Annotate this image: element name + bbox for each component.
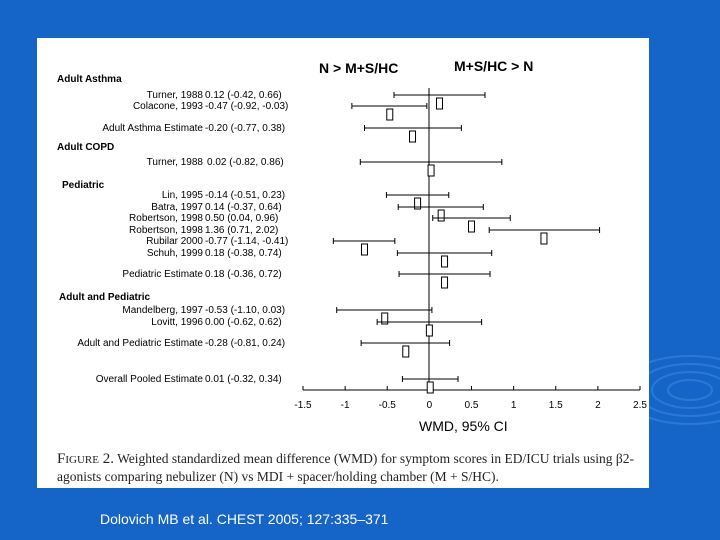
x-tick-label: 2.5 [633, 400, 647, 411]
point-estimate [427, 164, 435, 177]
study-label: Lin, 1995 [162, 190, 204, 201]
citation: Dolovich MB et al. CHEST 2005; 127:335–3… [100, 511, 389, 527]
ci-label: 0.00 (-0.62, 0.62) [205, 317, 282, 328]
study-label: Pediatric Estimate [122, 269, 203, 280]
point-estimate [414, 197, 422, 210]
ci-label: -0.28 (-0.81, 0.24) [205, 338, 285, 349]
x-tick-label: 2 [595, 400, 601, 411]
point-estimate [361, 243, 369, 256]
group-label-adult-copd: Adult COPD [57, 142, 114, 153]
x-tick-label: -1 [341, 400, 350, 411]
point-estimate [386, 108, 394, 121]
point-estimate [435, 97, 443, 110]
study-label: Robertson, 1998 [129, 213, 203, 224]
figure-label: Figure 2. [57, 451, 114, 467]
point-estimate [540, 232, 548, 245]
ci-label: 0.18 (-0.38, 0.74) [205, 248, 282, 259]
study-label: Batra, 1997 [151, 202, 203, 213]
x-axis-label: WMD, 95% CI [419, 418, 508, 434]
point-estimate [441, 276, 449, 289]
group-label-pediatric: Pediatric [62, 180, 105, 191]
figure-caption: Figure 2. Weighted standardized mean dif… [57, 450, 647, 486]
study-label: Schuh, 1999 [147, 248, 204, 259]
study-label: Lovitt, 1996 [151, 317, 203, 328]
x-tick-label: 0 [427, 400, 433, 411]
point-estimate [468, 220, 475, 233]
ci-label: 0.50 (0.04, 0.96) [205, 213, 278, 224]
study-label: Turner, 1988 [147, 157, 204, 168]
ci-label: -0.47 (-0.92, -0.03) [205, 101, 288, 112]
ci-label: 0.01 (-0.32, 0.34) [205, 374, 282, 385]
header-left: N > M+S/HC [319, 60, 398, 76]
point-estimate [409, 130, 417, 143]
forest-plot: N > M+S/HC M+S/HC > N Adult Asthma Adult… [57, 58, 647, 434]
point-estimate [425, 324, 433, 337]
point-estimate [437, 209, 445, 222]
point-estimate [426, 381, 434, 394]
group-label-adult-and-pediatric: Adult and Pediatric [59, 292, 151, 303]
ci-label: -0.20 (-0.77, 0.38) [205, 123, 285, 134]
x-tick-label: 0.5 [465, 400, 479, 411]
x-tick-label: 1.5 [549, 400, 563, 411]
ci-label: 0.12 (-0.42, 0.66) [205, 90, 282, 101]
study-label: Rubilar 2000 [146, 236, 203, 247]
study-label: Turner, 1988 [147, 90, 204, 101]
point-estimate [402, 345, 410, 358]
figure-panel: N > M+S/HC M+S/HC > N Adult Asthma Adult… [37, 38, 649, 488]
study-label: Robertson, 1998 [129, 225, 203, 236]
x-tick-label: 1 [511, 400, 517, 411]
ci-label: 0.02 (-0.82, 0.86) [207, 157, 284, 168]
header-right: M+S/HC > N [454, 58, 533, 74]
ci-label: -0.77 (-1.14, -0.41) [205, 236, 288, 247]
x-tick-label: -1.5 [294, 400, 312, 411]
ci-label: -0.53 (-1.10, 0.03) [205, 305, 285, 316]
ci-label: -0.14 (-0.51, 0.23) [205, 190, 285, 201]
study-label: Mandelberg, 1997 [122, 305, 203, 316]
study-label: Colacone, 1993 [133, 101, 203, 112]
caption-text: Weighted standardized mean difference (W… [57, 451, 634, 484]
study-label: Adult and Pediatric Estimate [77, 338, 203, 349]
study-label: Adult Asthma Estimate [102, 123, 203, 134]
x-tick-label: -0.5 [379, 400, 397, 411]
group-label-adult-asthma: Adult Asthma [57, 74, 122, 85]
point-estimate [441, 255, 449, 268]
ci-label: 1.36 (0.71, 2.02) [205, 225, 278, 236]
point-estimate [381, 312, 389, 325]
study-label: Overall Pooled Estimate [96, 374, 204, 385]
ci-label: 0.14 (-0.37, 0.64) [205, 202, 282, 213]
ci-label: 0.18 (-0.36, 0.72) [205, 269, 282, 280]
